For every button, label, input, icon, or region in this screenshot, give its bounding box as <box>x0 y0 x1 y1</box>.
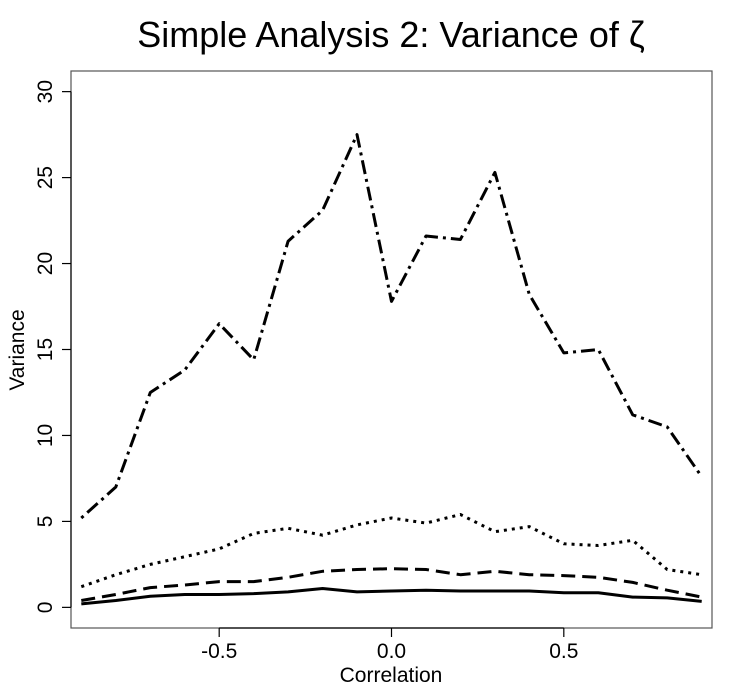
series-line-solid <box>81 587 702 606</box>
y-tick-label: 25 <box>34 166 57 189</box>
x-tick-label: -0.5 <box>201 640 237 663</box>
chart-title: Simple Analysis 2: Variance of ζ <box>137 14 645 55</box>
y-tick-label: 5 <box>34 516 57 528</box>
y-tick-label: 30 <box>34 80 57 103</box>
y-tick-label: 20 <box>34 252 57 275</box>
y-tick-label: 0 <box>34 602 57 614</box>
series-line-dotted <box>80 513 702 589</box>
y-axis-label: Variance <box>6 309 29 390</box>
series-layer <box>80 133 703 606</box>
y-tick-label: 15 <box>34 338 57 361</box>
series-line-dot-dash <box>80 133 703 520</box>
y-axis: 0 5 10 15 20 25 30 <box>34 80 72 614</box>
x-tick-label: 0.0 <box>377 640 406 663</box>
y-tick-label: 10 <box>34 424 57 447</box>
plot-frame <box>70 70 713 629</box>
x-axis: -0.5 0.0 0.5 <box>201 627 578 663</box>
x-axis-label: Correlation <box>340 664 443 687</box>
x-tick-label: 0.5 <box>549 640 578 663</box>
